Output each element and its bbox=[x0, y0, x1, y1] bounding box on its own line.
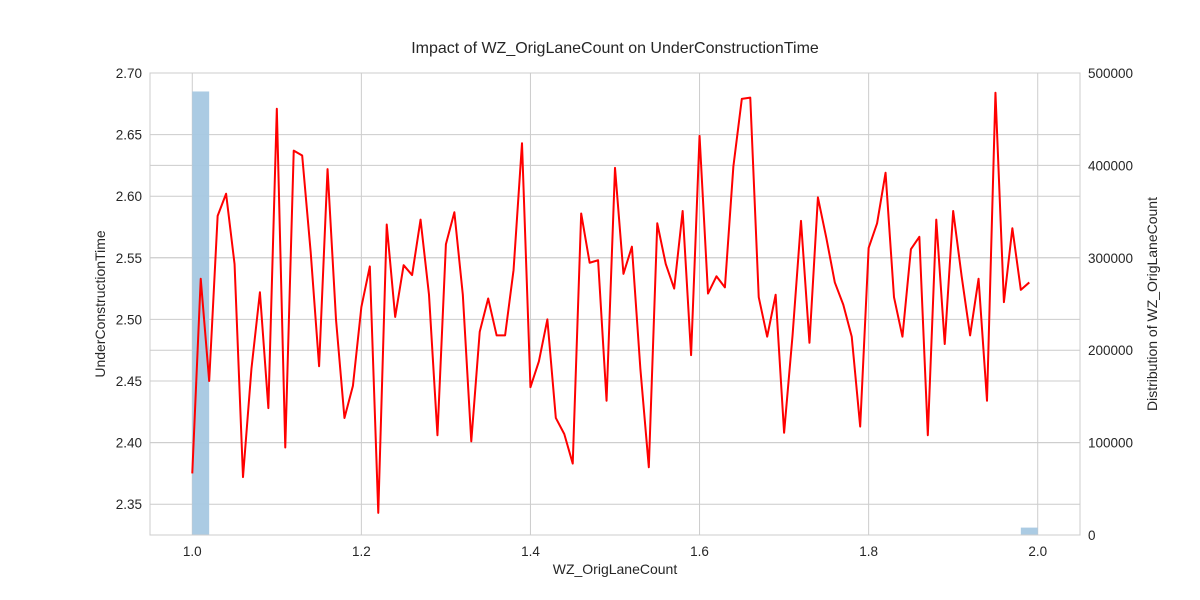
histogram-bar bbox=[192, 91, 210, 535]
x-tick-label: 1.4 bbox=[521, 544, 540, 559]
y2-tick-label: 100000 bbox=[1088, 436, 1133, 451]
y-axis-label: UnderConstructionTime bbox=[92, 230, 108, 378]
x-tick-label: 1.0 bbox=[183, 544, 202, 559]
y2-tick-label: 0 bbox=[1088, 528, 1096, 543]
y-tick-label: 2.60 bbox=[116, 189, 142, 204]
y-tick-label: 2.35 bbox=[116, 497, 142, 512]
axes-frame bbox=[149, 72, 1081, 536]
y2-tick-label: 400000 bbox=[1088, 158, 1133, 173]
x-tick-label: 1.6 bbox=[690, 544, 709, 559]
histogram-layer bbox=[192, 91, 1038, 535]
y2-tick-label: 500000 bbox=[1088, 66, 1133, 81]
y-tick-label: 2.70 bbox=[116, 66, 142, 81]
histogram-bar bbox=[1020, 527, 1038, 535]
line-layer bbox=[191, 91, 1030, 514]
y-tick-label: 2.45 bbox=[116, 374, 142, 389]
chart-title: Impact of WZ_OrigLaneCount on UnderConst… bbox=[411, 40, 819, 57]
x-tick-label: 1.2 bbox=[352, 544, 371, 559]
y-tick-label: 2.65 bbox=[116, 128, 142, 143]
y-tick-label: 2.55 bbox=[116, 251, 142, 266]
data-line bbox=[191, 91, 1030, 514]
x-tick-label: 2.0 bbox=[1028, 544, 1047, 559]
tick-layer: 1.0 1.2 1.4 1.6 1.8 2.0 2.35 2.40 2.45 2.50 2.55 2.… bbox=[116, 66, 1133, 559]
x-tick-label: 1.8 bbox=[859, 544, 878, 559]
y2-tick-label: 300000 bbox=[1088, 251, 1133, 266]
y2-axis-label: Distribution of WZ_OrigLaneCount bbox=[1144, 197, 1160, 411]
y2-tick-label: 200000 bbox=[1088, 343, 1133, 358]
y-tick-label: 2.50 bbox=[116, 312, 142, 327]
x-axis-label: WZ_OrigLaneCount bbox=[553, 561, 678, 577]
y-tick-label: 2.40 bbox=[116, 436, 142, 451]
plot-border bbox=[149, 72, 1081, 536]
